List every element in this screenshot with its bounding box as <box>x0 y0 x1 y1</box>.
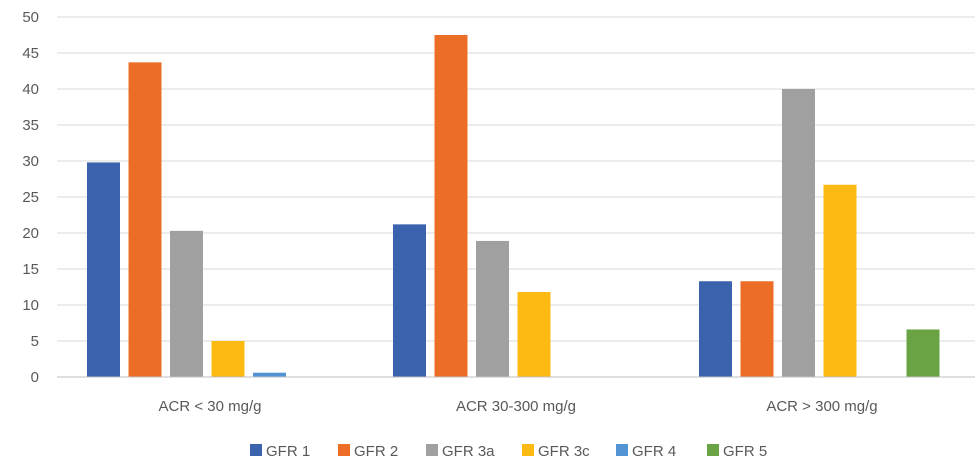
legend-swatch <box>338 444 350 456</box>
y-tick-label: 15 <box>22 261 39 278</box>
y-tick-label: 40 <box>22 81 39 98</box>
legend: GFR 1 GFR 2 GFR 3a GFR 3c GFR 4 GFR 5 <box>250 443 767 460</box>
legend-label: GFR 1 <box>266 443 310 460</box>
bar-gfr-3a-2 <box>782 89 815 377</box>
y-tick-label: 45 <box>22 45 39 62</box>
x-category-label: ACR 30-300 mg/g <box>456 398 576 415</box>
legend-item: GFR 1 <box>250 443 310 460</box>
y-axis-tick-labels: 0 5 10 15 20 25 30 35 40 45 50 <box>22 9 39 386</box>
y-tick-label: 35 <box>22 117 39 134</box>
legend-swatch <box>426 444 438 456</box>
gridlines <box>57 16 975 378</box>
legend-item: GFR 3c <box>522 443 590 460</box>
y-tick-label: 10 <box>22 297 39 314</box>
bar-gfr-1-2 <box>699 281 732 377</box>
y-tick-label: 50 <box>22 9 39 26</box>
y-tick-label: 20 <box>22 225 39 242</box>
legend-label: GFR 3c <box>538 443 590 460</box>
bar-gfr-1-0 <box>87 162 120 377</box>
legend-label: GFR 4 <box>632 443 676 460</box>
x-axis: ACR < 30 mg/g ACR 30-300 mg/g ACR > 300 mg… <box>57 376 975 415</box>
bar-gfr-3a-0 <box>170 230 203 377</box>
legend-swatch <box>616 444 628 456</box>
legend-item: GFR 5 <box>707 443 767 460</box>
legend-swatch <box>707 444 719 456</box>
x-category-label: ACR > 300 mg/g <box>766 398 877 415</box>
y-tick-label: 25 <box>22 189 39 206</box>
y-tick-label: 0 <box>31 369 39 386</box>
bar-gfr-1-1 <box>393 224 426 377</box>
legend-item: GFR 2 <box>338 443 398 460</box>
bar-gfr-2-1 <box>434 35 468 377</box>
legend-label: GFR 5 <box>723 443 767 460</box>
bar-gfr-3c-0 <box>211 341 245 377</box>
legend-swatch <box>522 444 534 456</box>
bar-gfr-4-0 <box>253 372 286 377</box>
bar-gfr-5-2 <box>906 329 940 377</box>
legend-item: GFR 3a <box>426 443 495 460</box>
bars <box>87 35 940 378</box>
bar-gfr-3c-2 <box>823 184 857 377</box>
x-category-label: ACR < 30 mg/g <box>159 398 262 415</box>
bar-gfr-2-2 <box>740 281 774 377</box>
legend-label: GFR 2 <box>354 443 398 460</box>
legend-swatch <box>250 444 262 456</box>
bar-gfr-2-0 <box>128 62 162 378</box>
bar-gfr-3a-1 <box>476 240 509 377</box>
y-tick-label: 5 <box>31 333 39 350</box>
legend-item: GFR 4 <box>616 443 676 460</box>
bar-gfr-3c-1 <box>517 292 551 377</box>
y-tick-label: 30 <box>22 153 39 170</box>
legend-label: GFR 3a <box>442 443 495 460</box>
